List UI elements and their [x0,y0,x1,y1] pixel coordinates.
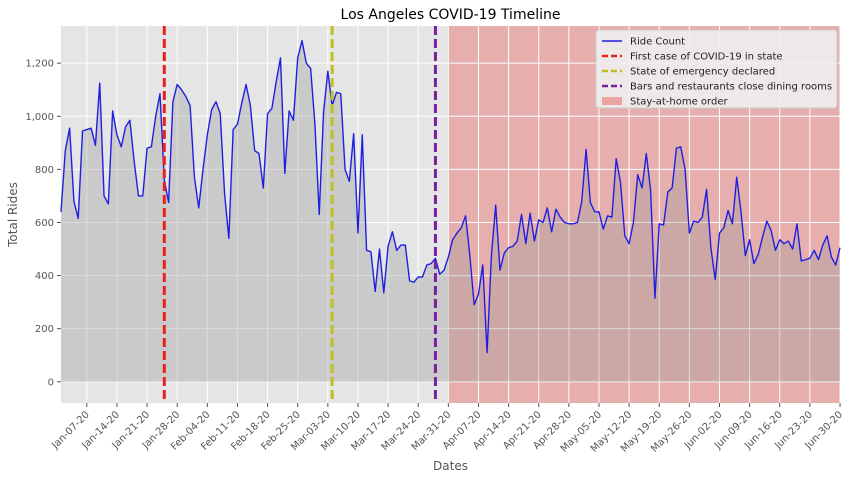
legend-entry-event-2: State of emergency declared [602,67,775,78]
legend-box [595,29,838,109]
y-tick-label: 600 [35,218,54,229]
legend-entry-event-3: Bars and restaurants close dining rooms [602,82,832,93]
legend-label: First case of COVID-19 in state [630,52,783,63]
y-ticks: 0 200 400 600 800 1,000 1,200 [25,59,61,388]
legend-label: State of emergency declared [630,67,775,78]
y-tick-label: 1,000 [25,112,54,123]
y-tick-label: 200 [35,324,54,335]
legend-label: Bars and restaurants close dining rooms [630,82,832,93]
y-tick-label: 400 [35,271,54,282]
legend-label: Ride Count [630,37,685,48]
x-axis-label: Dates [433,459,468,473]
legend: Ride Count First case of COVID-19 in stat… [595,29,838,109]
x-ticks: Jan-07-20Jan-14-20Jan-21-20Jan-28-20Feb-… [49,403,845,455]
legend-label: Stay-at-home order [630,97,728,108]
legend-entry-event-1: First case of COVID-19 in state [602,52,783,63]
series-line-ride-count [60,39,841,354]
legend-entry-ride-count: Ride Count [602,37,685,48]
chart-title: Los Angeles COVID-19 Timeline [341,7,561,23]
y-tick-label: 1,200 [25,59,54,70]
y-tick-label: 800 [35,165,54,176]
series-area-ride-count [61,40,840,382]
legend-swatch [602,97,622,105]
y-tick-label: 0 [48,377,54,388]
y-axis-label: Total Rides [6,182,20,248]
legend-entry-stay-at-home-order: Stay-at-home order [602,97,728,108]
